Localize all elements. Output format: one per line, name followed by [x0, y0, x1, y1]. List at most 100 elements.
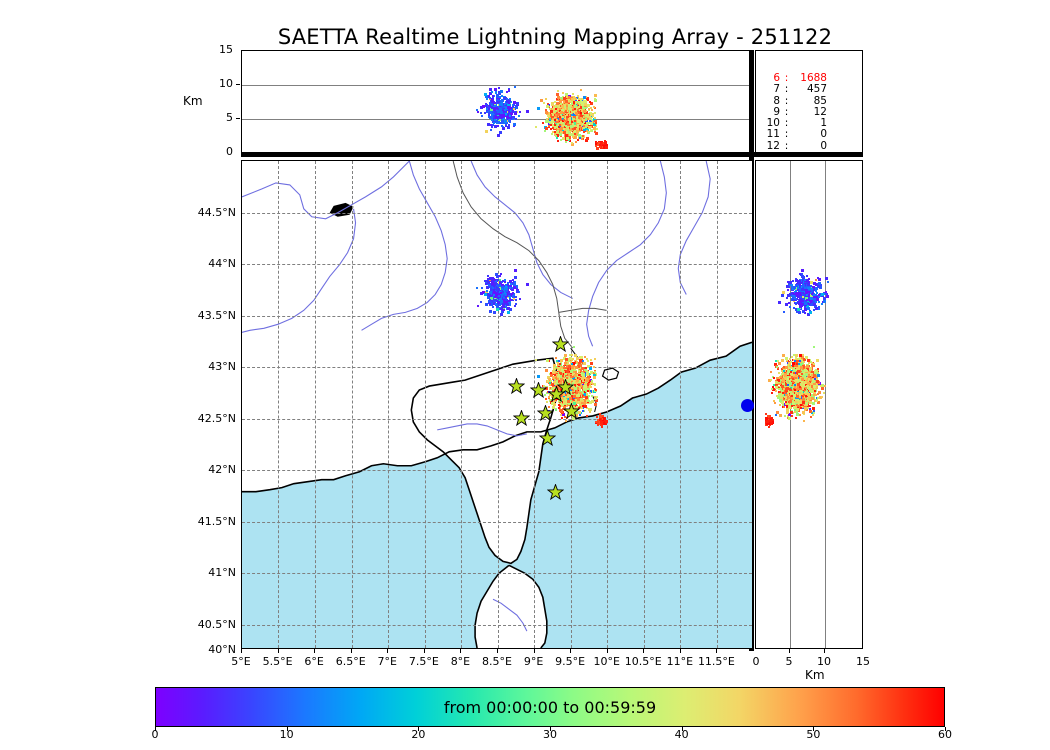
- lightning-source-point: [569, 396, 573, 400]
- lightning-source-point: [512, 108, 515, 111]
- lightning-source-point: [555, 119, 558, 122]
- lightning-source-point: [582, 137, 585, 140]
- lightning-source-point: [504, 306, 507, 309]
- lightning-source-point: [509, 284, 512, 287]
- lightning-source-point: [577, 124, 580, 127]
- lightning-source-point: [571, 131, 574, 134]
- lightning-source-point: [500, 98, 504, 102]
- lightning-source-point: [573, 346, 576, 349]
- lightning-source-point: [493, 124, 497, 128]
- lightning-source-point: [565, 396, 568, 399]
- lightning-source-point: [594, 99, 598, 103]
- lightning-source-point: [565, 364, 568, 367]
- lightning-source-point: [559, 414, 562, 417]
- lightning-source-point: [574, 116, 578, 119]
- lightning-source-point: [567, 127, 570, 130]
- lightning-source-point: [810, 292, 813, 295]
- lightning-source-point: [493, 87, 497, 91]
- lightning-source-point: [589, 408, 593, 412]
- lightning-source-point: [570, 100, 573, 103]
- lightning-source-point: [511, 110, 514, 113]
- lightning-source-point: [571, 128, 574, 131]
- lightning-source-point: [562, 97, 566, 101]
- lightning-source-point: [490, 102, 493, 105]
- lightning-source-point: [506, 98, 509, 101]
- lightning-source-point: [577, 101, 581, 105]
- lightning-source-point: [557, 406, 560, 409]
- lightning-source-point: [801, 296, 804, 299]
- lightning-source-point: [555, 374, 558, 377]
- lightning-source-point: [563, 100, 566, 103]
- lightning-source-point: [594, 122, 597, 125]
- lightning-source-point: [570, 362, 573, 365]
- lightning-source-point: [579, 104, 582, 107]
- lightning-source-point: [561, 105, 565, 109]
- lightning-source-point: [810, 284, 813, 287]
- lightning-source-point: [574, 112, 578, 116]
- lightning-source-point: [550, 128, 553, 131]
- map-xtickmark: [277, 649, 279, 653]
- lightning-source-point: [576, 119, 580, 123]
- lightning-source-point: [481, 115, 484, 118]
- lightning-source-point: [569, 115, 572, 118]
- lightning-source-point: [500, 113, 503, 116]
- lightning-source-point: [588, 108, 591, 111]
- lightning-source-point: [823, 299, 827, 303]
- lightning-source-point: [794, 303, 797, 306]
- lightning-source-point: [581, 379, 584, 382]
- lightning-source-point: [551, 115, 555, 119]
- lightning-source-point: [827, 281, 830, 284]
- lightning-source-point: [484, 129, 488, 133]
- lightning-source-point: [547, 115, 550, 118]
- lightning-source-point: [580, 89, 583, 92]
- map-panel[interactable]: [241, 160, 754, 649]
- lightning-source-point: [552, 113, 555, 116]
- lightning-source-point: [509, 106, 512, 109]
- lightning-source-point: [489, 100, 492, 103]
- lightning-source-point: [513, 305, 516, 308]
- lightning-source-point: [583, 130, 586, 133]
- lightning-source-point: [500, 313, 504, 317]
- lightning-source-point: [526, 283, 530, 287]
- lightning-source-point: [549, 108, 552, 111]
- lightning-source-point: [567, 104, 570, 107]
- page-title: SAETTA Realtime Lightning Mapping Array …: [277, 25, 833, 49]
- lightning-source-point: [586, 414, 589, 417]
- lightning-source-point: [479, 105, 483, 109]
- lightning-source-point: [556, 120, 560, 124]
- lightning-source-point: [584, 366, 587, 369]
- lightning-source-point: [595, 415, 598, 418]
- lightning-source-point: [559, 118, 563, 122]
- lightning-source-point: [515, 290, 519, 294]
- lightning-source-point: [575, 124, 578, 127]
- lightning-source-point: [573, 103, 576, 106]
- lightning-source-point: [819, 286, 823, 290]
- map-xtickmark: [606, 649, 608, 653]
- lightning-source-point: [577, 108, 580, 111]
- lightning-source-point: [494, 110, 498, 114]
- lightning-source-point: [575, 99, 578, 102]
- lightning-source-point: [502, 299, 506, 303]
- lightning-source-point: [514, 117, 517, 120]
- lightning-source-point: [554, 100, 557, 103]
- lightning-source-point: [490, 124, 493, 127]
- stats-source-count: 0: [820, 139, 827, 152]
- lightning-source-point: [495, 116, 499, 120]
- station-marker: [512, 409, 531, 427]
- lightning-source-point: [556, 124, 559, 128]
- lightning-source-point: [581, 102, 585, 106]
- station-marker: [562, 401, 580, 420]
- lightning-source-point: [569, 117, 571, 120]
- lightning-source-point: [498, 279, 501, 282]
- map-gridline-41.5N: [242, 522, 752, 523]
- lightning-source-point: [816, 277, 819, 280]
- lightning-source-point: [580, 101, 583, 104]
- lightning-source-point: [780, 294, 784, 298]
- lightning-source-point: [559, 127, 563, 131]
- lightning-source-point: [506, 103, 510, 107]
- lightning-source-point: [794, 277, 797, 280]
- lightning-source-point: [556, 367, 560, 371]
- lightning-source-point: [566, 130, 570, 134]
- lightning-source-point: [503, 278, 506, 281]
- lightning-source-point: [549, 123, 552, 126]
